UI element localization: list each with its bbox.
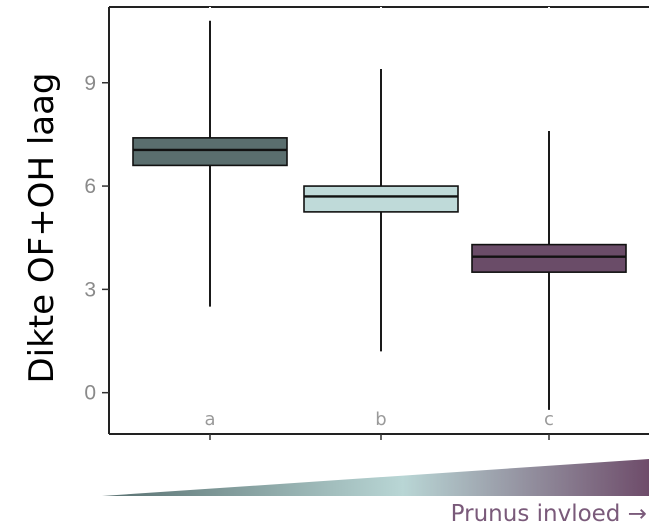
y-axis-label: Dikte OF+OH laag <box>22 72 62 383</box>
group-label-b: b <box>375 409 386 430</box>
prunus-influence-label: Prunus invloed → <box>451 501 647 527</box>
y-tick-label: 9 <box>84 72 96 95</box>
y-tick-label: 3 <box>84 278 96 301</box>
box-b <box>303 68 459 352</box>
y-tick-label: 6 <box>84 175 96 198</box>
box-iqr <box>132 137 288 167</box>
plot-panel <box>108 6 649 435</box>
group-labels: a b c <box>204 409 553 430</box>
box-a <box>132 20 288 307</box>
x-ticks <box>209 7 550 440</box>
y-ticks <box>102 82 109 394</box>
group-label-a: a <box>204 409 215 430</box>
box-c <box>471 130 627 410</box>
box-iqr <box>303 185 459 213</box>
prunus-gradient-wedge <box>102 459 649 496</box>
y-tick-labels: 0 3 6 9 <box>84 72 96 405</box>
box-iqr <box>471 243 627 273</box>
group-label-c: c <box>544 409 554 430</box>
boxes <box>132 20 627 410</box>
y-tick-label: 0 <box>84 382 96 405</box>
